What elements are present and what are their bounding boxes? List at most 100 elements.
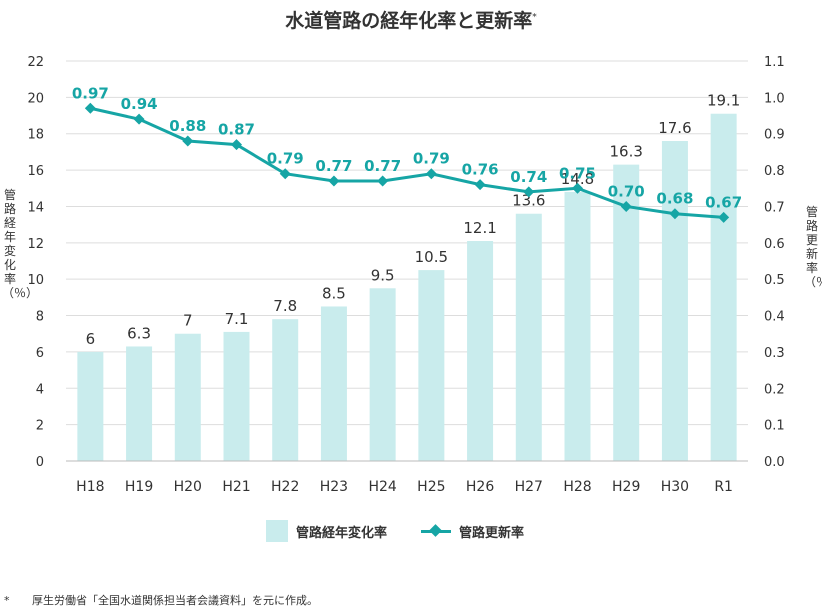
legend: 管路経年変化率 管路更新率 <box>266 520 558 542</box>
right-axis-label: 管路更新率（％） <box>804 205 822 289</box>
left-tick-label: 10 <box>27 273 44 288</box>
left-tick-label: 16 <box>27 164 44 179</box>
legend-line-swatch <box>421 524 452 538</box>
right-tick-label: 0.5 <box>764 273 785 288</box>
line-point <box>182 135 194 147</box>
bar-value-label: 7.8 <box>273 297 297 315</box>
left-tick-label: 4 <box>36 382 44 397</box>
bar-value-label: 8.5 <box>322 284 346 302</box>
bar-value-label: 6 <box>86 330 96 348</box>
x-tick-label: R1 <box>714 479 733 495</box>
left-tick-label: 6 <box>36 346 44 361</box>
right-tick-label: 0.4 <box>764 310 785 325</box>
line-value-label: 0.67 <box>705 193 742 211</box>
x-tick-label: H28 <box>563 479 591 495</box>
line-point <box>523 186 535 198</box>
right-tick-label: 0.7 <box>764 200 785 215</box>
line-point <box>669 208 681 220</box>
left-axis-label: 管路経年変化率（％） <box>2 188 39 300</box>
legend-line-label: 管路更新率 <box>459 525 525 541</box>
left-tick-label: 22 <box>27 55 44 70</box>
line-point <box>572 182 583 194</box>
bar <box>515 213 542 461</box>
x-tick-label: H24 <box>368 479 396 495</box>
right-tick-label: 0.2 <box>764 382 785 397</box>
legend-bar-swatch <box>266 520 288 542</box>
bar <box>174 333 201 461</box>
bar <box>272 319 299 461</box>
x-tick-label: H27 <box>515 479 543 495</box>
line-value-label: 0.77 <box>315 157 352 175</box>
bar-value-label: 7 <box>183 312 193 330</box>
line-value-label: 0.74 <box>510 168 547 186</box>
line-value-label: 0.79 <box>413 150 450 168</box>
x-tick-label: H20 <box>174 479 202 495</box>
x-tick-label: H26 <box>466 479 494 495</box>
left-tick-label: 14 <box>27 200 44 215</box>
footnote: * 厚生労働省「全国水道関係担当者会議資料」を元に作成。 <box>4 592 318 608</box>
line-point <box>84 102 96 114</box>
line-value-label: 0.70 <box>608 182 645 200</box>
right-tick-label: 0.9 <box>764 128 785 143</box>
bar-value-label: 16.3 <box>610 143 643 161</box>
bar-value-label: 9.5 <box>371 266 395 284</box>
bar <box>369 288 396 461</box>
x-tick-label: H23 <box>320 479 348 495</box>
bar <box>467 241 494 461</box>
line-value-label: 0.88 <box>169 117 206 135</box>
line-point <box>620 200 632 212</box>
line-point <box>231 139 242 151</box>
left-tick-label: 12 <box>27 237 44 252</box>
bar <box>564 191 591 461</box>
x-tick-label: H21 <box>222 479 250 495</box>
line-point <box>328 175 340 187</box>
line-value-label: 0.68 <box>656 190 693 208</box>
right-tick-label: 0.0 <box>764 455 785 470</box>
bar-value-label: 19.1 <box>707 92 740 110</box>
bar <box>77 351 104 461</box>
x-tick-label: H22 <box>271 479 299 495</box>
left-tick-label: 2 <box>36 419 44 434</box>
chart-title-text: 水道管路の経年化率と更新率 <box>285 10 533 32</box>
legend-item-line: 管路更新率 <box>421 522 524 541</box>
right-tick-label: 1.0 <box>764 91 785 106</box>
line-value-label: 0.97 <box>72 84 109 102</box>
bar <box>710 113 737 462</box>
bar <box>126 346 153 461</box>
left-tick-label: 8 <box>36 310 44 325</box>
legend-item-bars: 管路経年変化率 <box>266 520 387 542</box>
bar <box>223 331 250 461</box>
right-tick-label: 0.6 <box>764 237 785 252</box>
x-tick-label: H18 <box>76 479 104 495</box>
title-footnote-mark: * <box>532 12 537 23</box>
bar <box>320 306 347 461</box>
line-value-label: 0.75 <box>559 164 596 182</box>
right-tick-label: 0.3 <box>764 346 785 361</box>
line-value-label: 0.79 <box>267 150 304 168</box>
line-point <box>133 113 145 125</box>
right-tick-label: 0.8 <box>764 164 785 179</box>
line-value-label: 0.94 <box>121 95 158 113</box>
right-tick-label: 0.1 <box>764 419 785 434</box>
line-value-label: 0.77 <box>364 157 401 175</box>
line-series <box>90 106 724 219</box>
line-point <box>377 175 389 187</box>
bar-value-label: 12.1 <box>463 219 496 237</box>
left-tick-label: 20 <box>27 91 44 106</box>
bar-value-label: 7.1 <box>225 310 249 328</box>
line-point <box>425 168 437 180</box>
bar <box>613 164 640 462</box>
x-tick-label: H30 <box>661 479 689 495</box>
left-tick-label: 0 <box>36 455 44 470</box>
x-tick-label: H29 <box>612 479 640 495</box>
x-tick-label: H25 <box>417 479 445 495</box>
bar-value-label: 17.6 <box>658 119 691 137</box>
line-value-label: 0.87 <box>218 121 255 139</box>
bar <box>418 270 445 461</box>
chart-title: 水道管路の経年化率と更新率* <box>0 6 822 33</box>
legend-bar-label: 管路経年変化率 <box>296 525 388 541</box>
left-tick-label: 18 <box>27 128 44 143</box>
line-value-label: 0.76 <box>462 161 499 179</box>
x-tick-label: H19 <box>125 479 153 495</box>
